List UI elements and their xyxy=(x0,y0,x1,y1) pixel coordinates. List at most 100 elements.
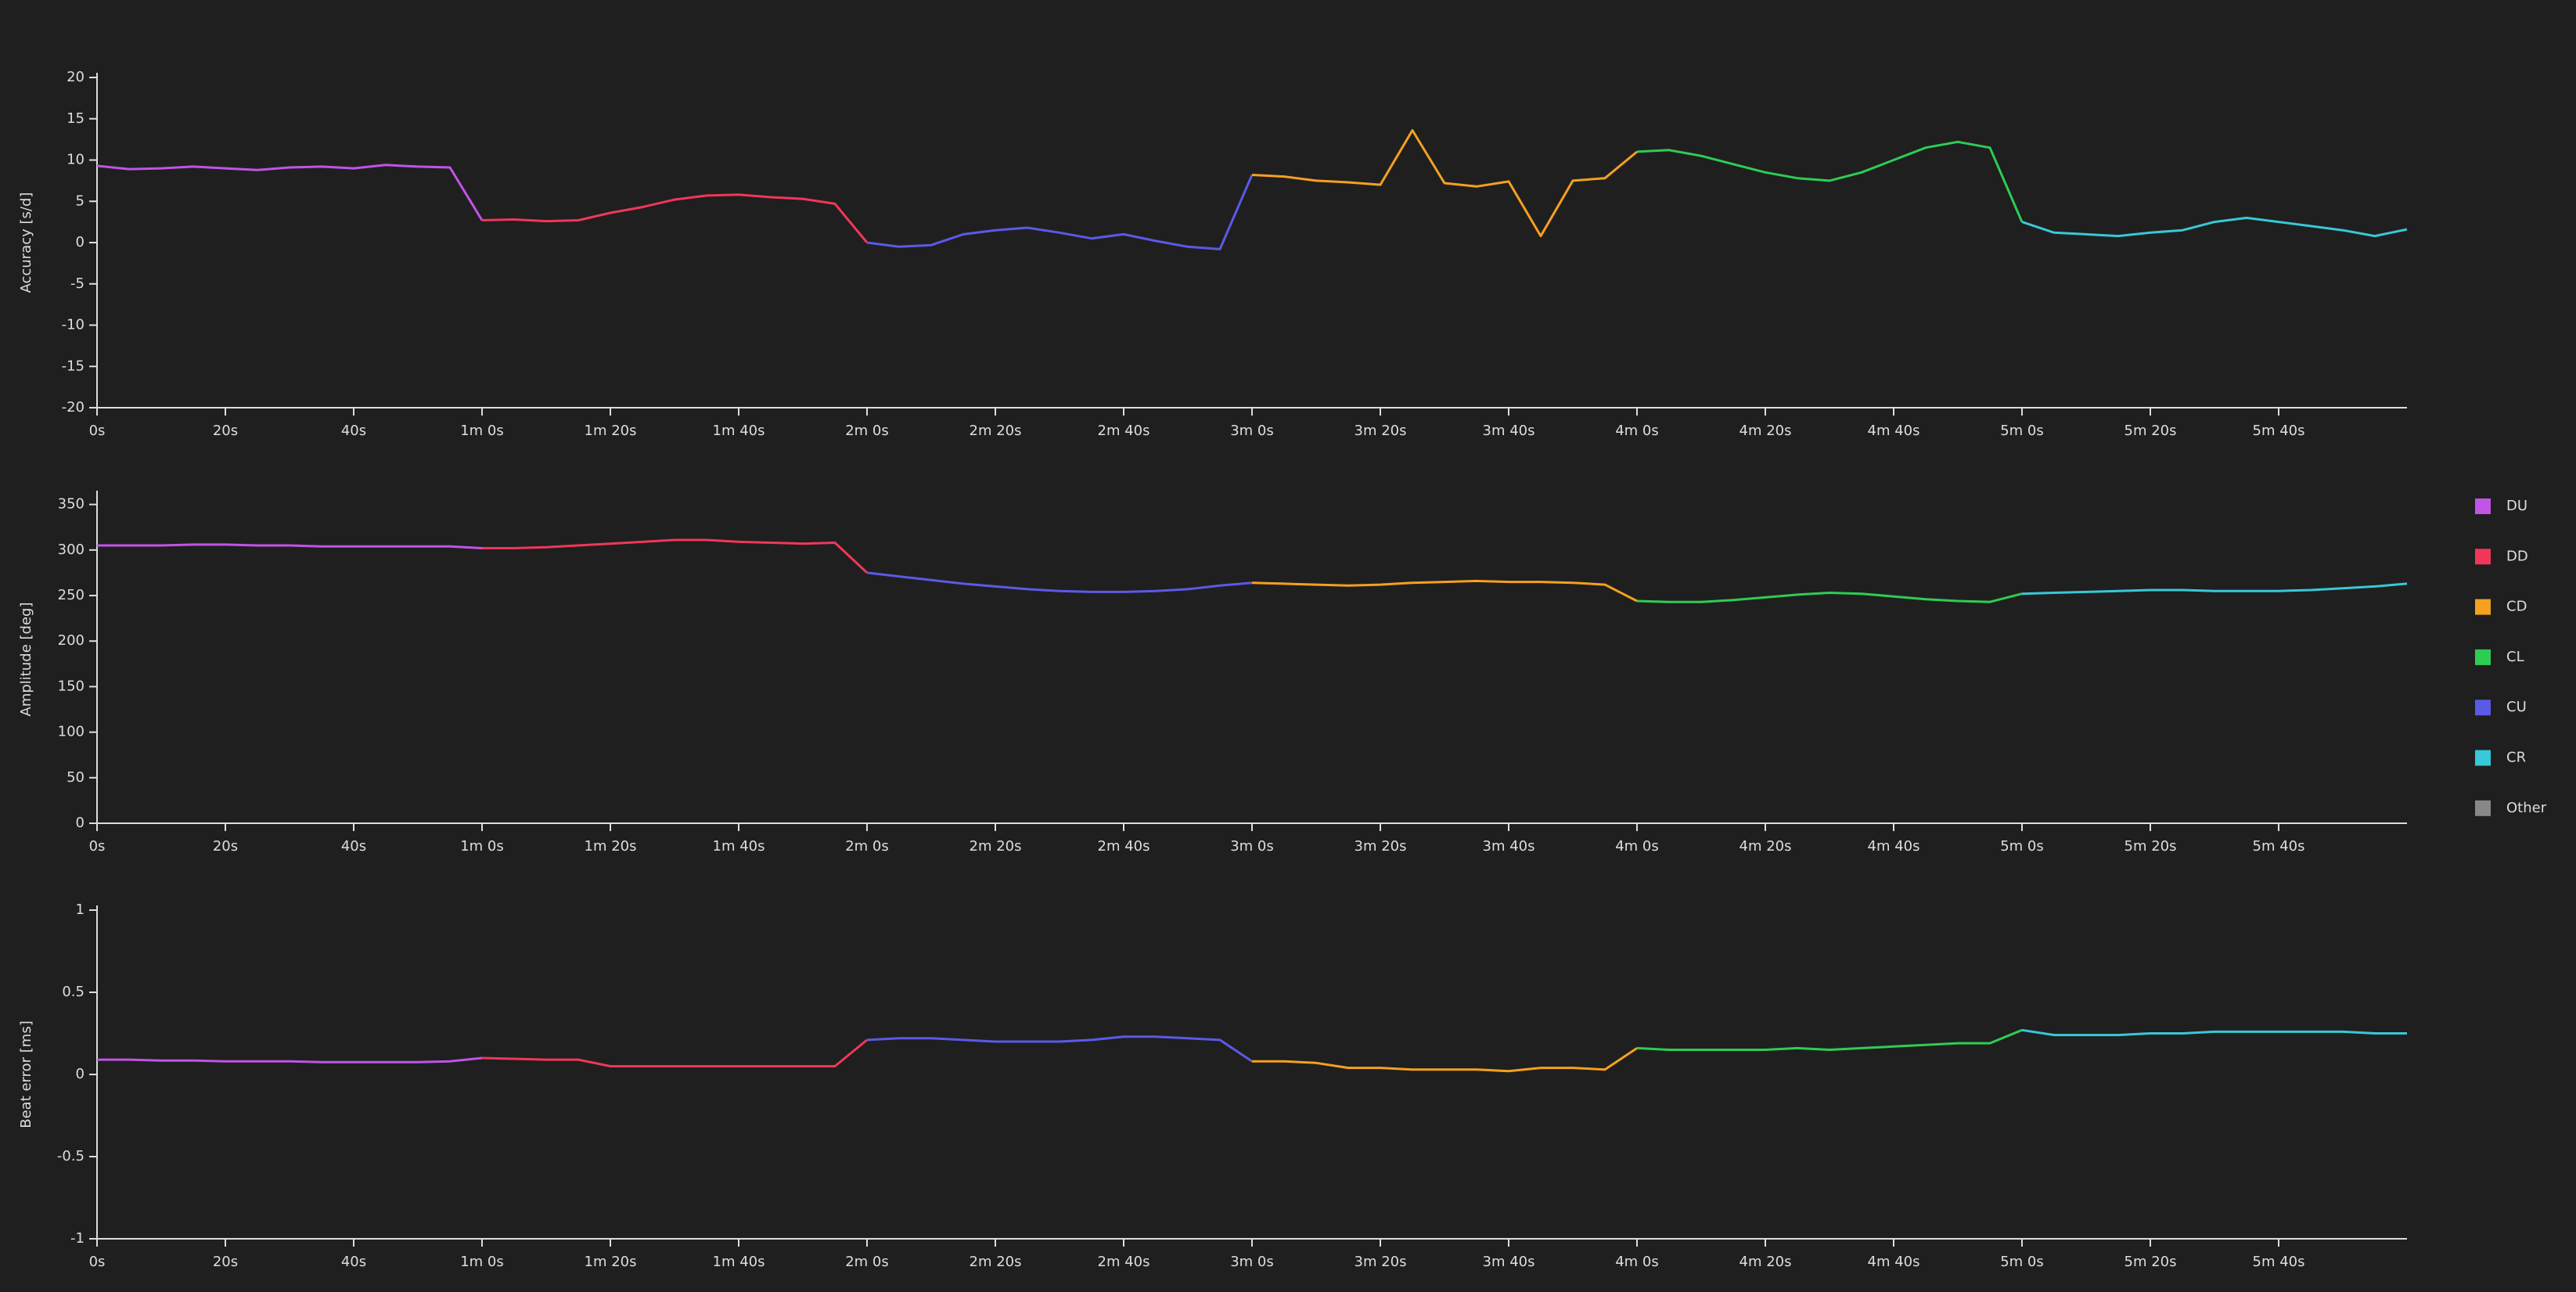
y-axis-title: Accuracy [s/d] xyxy=(18,193,34,293)
y-tick-label: 0 xyxy=(76,1066,85,1082)
y-tick-label: 50 xyxy=(67,769,85,786)
x-tick-label: 4m 0s xyxy=(1615,1254,1659,1270)
x-tick-label: 20s xyxy=(213,838,238,855)
y-tick-label: -15 xyxy=(62,358,85,374)
y-tick-label: -20 xyxy=(62,399,85,416)
legend-swatch xyxy=(2475,800,2491,816)
series-line xyxy=(97,1056,483,1063)
x-tick-label: 1m 0s xyxy=(460,423,504,439)
x-tick-label: 5m 40s xyxy=(2253,423,2305,439)
y-tick-label: -10 xyxy=(62,317,85,333)
series-line xyxy=(96,164,484,221)
y-tick-label: 300 xyxy=(58,542,85,558)
x-tick-label: 5m 40s xyxy=(2253,1254,2305,1270)
legend-label: CR xyxy=(2506,750,2526,766)
y-tick-label: 350 xyxy=(58,496,85,513)
series-line xyxy=(481,193,869,243)
x-tick-label: 3m 20s xyxy=(1355,423,1407,439)
y-tick-label: 0.5 xyxy=(62,984,85,1000)
x-tick-label: 2m 20s xyxy=(970,423,1022,439)
y-tick-label: 0 xyxy=(76,815,85,831)
x-tick-label: 2m 40s xyxy=(1098,838,1150,855)
y-tick-label: 200 xyxy=(58,632,85,649)
series-line xyxy=(866,1035,1253,1063)
legend-swatch xyxy=(2475,498,2491,514)
series-line xyxy=(2021,582,2408,596)
series-line xyxy=(2021,216,2408,238)
x-tick-label: 0s xyxy=(89,1254,106,1270)
x-tick-label: 5m 20s xyxy=(2124,1254,2177,1270)
x-tick-label: 20s xyxy=(213,423,238,439)
x-tick-label: 3m 20s xyxy=(1355,838,1407,855)
legend-swatch xyxy=(2475,750,2491,766)
x-tick-label: 40s xyxy=(341,423,366,439)
y-tick-label: -0.5 xyxy=(57,1148,85,1164)
x-tick-label: 2m 0s xyxy=(845,838,889,855)
x-tick-label: 1m 20s xyxy=(585,1254,637,1270)
x-tick-label: 2m 40s xyxy=(1098,1254,1150,1270)
series-line xyxy=(482,538,869,574)
y-tick-label: 1 xyxy=(76,902,85,918)
chart-panel: Amplitude [deg] 0 50 100 150 200 250 300 350 0s 20… xyxy=(18,491,2408,855)
y-tick-label: 10 xyxy=(67,152,85,168)
legend-label: DD xyxy=(2506,548,2528,564)
x-tick-label: 3m 0s xyxy=(1230,423,1274,439)
series-line xyxy=(1251,579,1638,603)
y-axis-title: Amplitude [deg] xyxy=(18,603,34,717)
x-tick-label: 3m 40s xyxy=(1483,1254,1535,1270)
legend-label: CU xyxy=(2506,699,2527,715)
x-tick-label: 4m 40s xyxy=(1868,423,1920,439)
x-tick-label: 1m 0s xyxy=(460,1254,504,1270)
x-tick-label: 2m 20s xyxy=(970,1254,1022,1270)
x-tick-label: 5m 20s xyxy=(2124,423,2177,439)
y-tick-label: 100 xyxy=(58,724,85,740)
x-tick-label: 4m 40s xyxy=(1868,1254,1920,1270)
chart-panel: Beat error [ms] -1 -0.5 0 0.5 1 0s 20s 40s 1m 0s 1… xyxy=(18,902,2407,1270)
x-tick-label: 1m 20s xyxy=(585,423,637,439)
x-tick-label: 1m 40s xyxy=(713,423,765,439)
y-tick-label: -1 xyxy=(70,1230,85,1247)
legend-swatch xyxy=(2475,649,2491,665)
series-line xyxy=(866,174,1254,250)
y-tick-label: 250 xyxy=(58,587,85,603)
y-tick-label: 20 xyxy=(67,69,85,85)
x-tick-label: 5m 40s xyxy=(2253,838,2305,855)
x-tick-label: 4m 0s xyxy=(1615,838,1659,855)
x-tick-label: 2m 0s xyxy=(845,423,889,439)
x-tick-label: 3m 40s xyxy=(1483,838,1535,855)
x-tick-label: 3m 0s xyxy=(1230,838,1274,855)
series-line xyxy=(1636,140,2024,223)
legend-swatch xyxy=(2475,700,2491,716)
x-tick-label: 4m 0s xyxy=(1615,423,1659,439)
series-line xyxy=(1252,1047,1638,1073)
series-line xyxy=(866,571,1253,593)
x-tick-label: 2m 0s xyxy=(845,1254,889,1270)
x-tick-label: 2m 20s xyxy=(970,838,1022,855)
x-tick-label: 3m 40s xyxy=(1483,423,1535,439)
series-line xyxy=(2021,1028,2407,1037)
y-axis-title: Beat error [ms] xyxy=(18,1020,34,1128)
x-tick-label: 5m 0s xyxy=(2000,423,2044,439)
x-tick-label: 1m 40s xyxy=(713,1254,765,1270)
y-tick-label: -5 xyxy=(70,275,85,292)
y-tick-label: 0 xyxy=(76,234,85,250)
legend-swatch xyxy=(2475,599,2491,615)
series-line xyxy=(1636,592,2023,603)
series-line xyxy=(481,1038,868,1067)
x-tick-label: 2m 40s xyxy=(1098,423,1150,439)
x-tick-label: 4m 40s xyxy=(1868,838,1920,855)
chart-panel: Accuracy [s/d] -20 -15 -10 -5 0 5 10 15 20 0s 20s 40… xyxy=(18,69,2408,439)
y-tick-label: 15 xyxy=(67,110,85,127)
x-tick-label: 4m 20s xyxy=(1740,423,1792,439)
x-tick-label: 20s xyxy=(213,1254,238,1270)
x-tick-label: 40s xyxy=(341,838,366,855)
legend-swatch xyxy=(2475,549,2491,565)
x-tick-label: 0s xyxy=(89,423,106,439)
x-tick-label: 5m 20s xyxy=(2124,838,2177,855)
legend-label: DU xyxy=(2506,498,2527,514)
x-tick-label: 4m 20s xyxy=(1740,838,1792,855)
legend-label: CD xyxy=(2506,599,2527,615)
series-line xyxy=(1636,1028,2023,1051)
